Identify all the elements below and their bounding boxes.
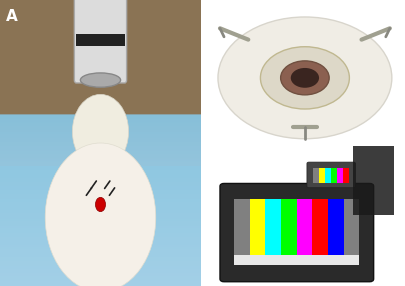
Circle shape bbox=[95, 197, 105, 212]
Ellipse shape bbox=[80, 73, 120, 87]
Bar bbox=[312, 168, 318, 183]
Bar bbox=[265, 199, 280, 265]
Bar bbox=[353, 146, 393, 215]
Bar bbox=[343, 199, 358, 265]
Bar bbox=[327, 199, 343, 265]
Circle shape bbox=[217, 17, 391, 139]
Bar bbox=[76, 34, 124, 46]
Bar bbox=[0, 166, 200, 286]
Bar bbox=[343, 168, 349, 183]
Bar bbox=[330, 168, 337, 183]
Bar bbox=[337, 168, 343, 183]
Bar bbox=[249, 199, 265, 265]
Bar bbox=[296, 199, 312, 265]
Text: A: A bbox=[6, 9, 18, 23]
FancyBboxPatch shape bbox=[220, 183, 373, 282]
Bar bbox=[312, 199, 327, 265]
FancyBboxPatch shape bbox=[306, 162, 355, 188]
Ellipse shape bbox=[72, 94, 128, 169]
Bar bbox=[324, 168, 330, 183]
Text: C: C bbox=[213, 154, 224, 168]
FancyBboxPatch shape bbox=[74, 0, 126, 83]
Bar bbox=[318, 168, 324, 183]
Bar bbox=[280, 199, 296, 265]
Bar bbox=[234, 199, 249, 265]
Circle shape bbox=[260, 47, 349, 109]
Circle shape bbox=[290, 68, 318, 88]
Ellipse shape bbox=[45, 143, 156, 286]
Circle shape bbox=[280, 61, 328, 95]
Text: B: B bbox=[213, 10, 225, 25]
Bar bbox=[234, 255, 358, 265]
